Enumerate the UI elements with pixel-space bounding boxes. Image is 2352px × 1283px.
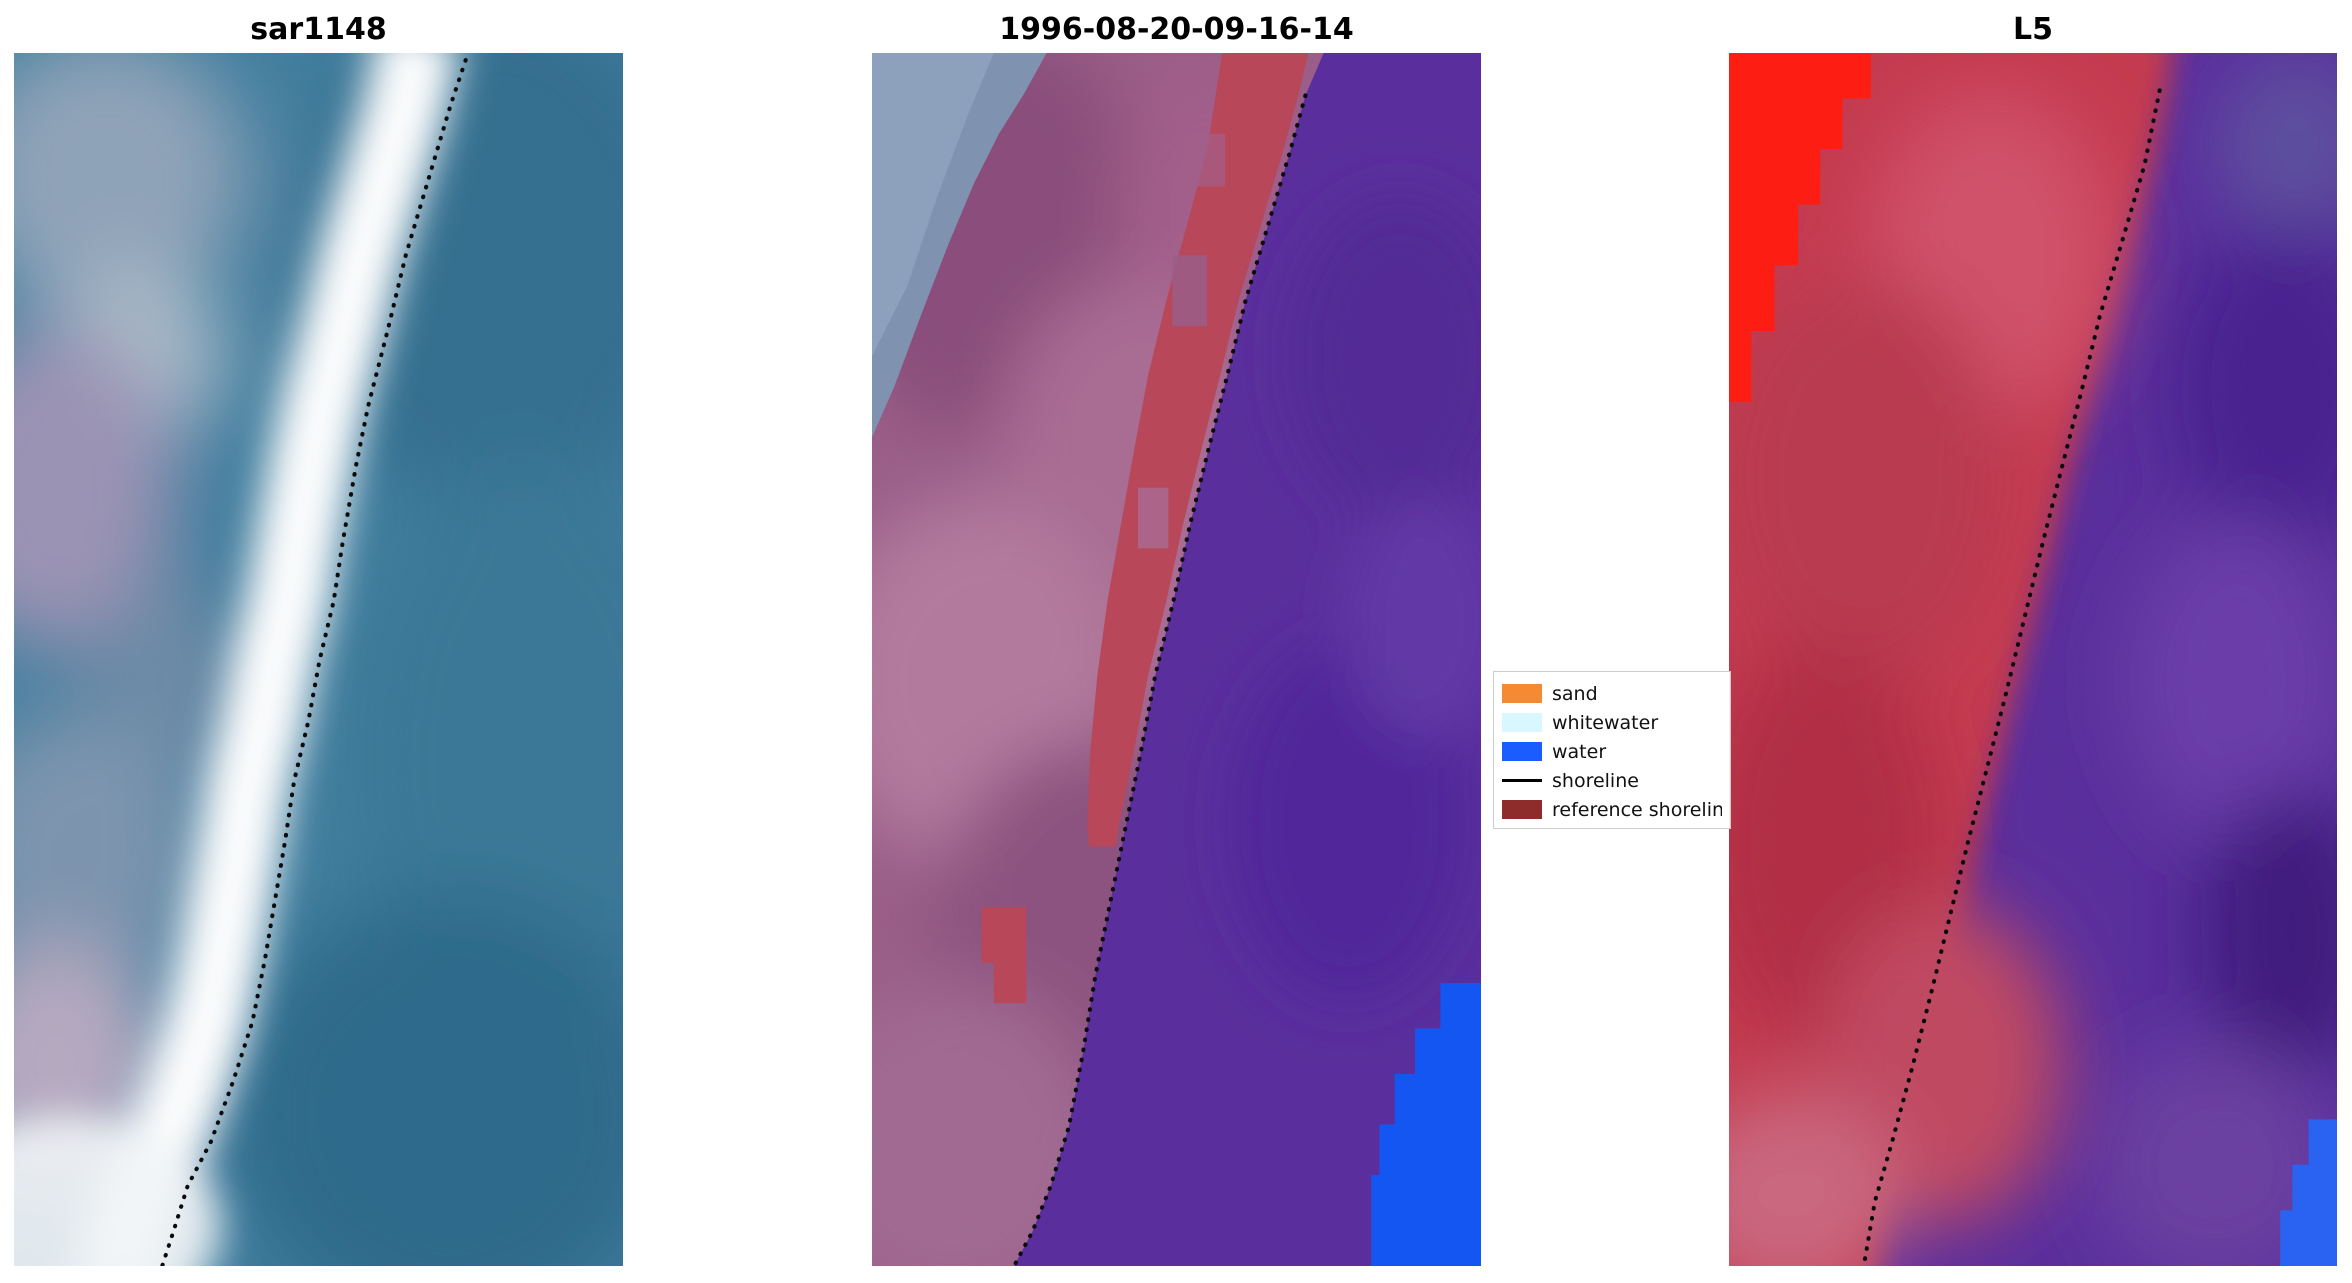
legend-item-shoreline: shoreline (1502, 766, 1722, 795)
classified-image (872, 53, 1481, 1266)
sar-image (14, 53, 623, 1266)
classified-image-panel (872, 53, 1481, 1266)
legend-item-water: water (1502, 737, 1722, 766)
panel-title-date: 1996-08-20-09-16-14 (999, 12, 1354, 47)
water-patch (2280, 1119, 2337, 1266)
water-patch (1371, 982, 1481, 1266)
bright-red-patch (1729, 53, 1871, 402)
legend-label-whitewater: whitewater (1552, 711, 1659, 734)
water-swatch (1502, 742, 1542, 761)
legend-label-sand: sand (1552, 682, 1598, 705)
reference-shoreline-stripe (1087, 53, 1309, 847)
legend-item-sand: sand (1502, 679, 1722, 708)
l5-image-panel (1729, 53, 2337, 1266)
legend-label-water: water (1552, 740, 1607, 763)
l5-image (1729, 53, 2337, 1266)
legend-label-reference-shoreline: reference shoreline (1552, 798, 1722, 821)
panel-title-sar: sar1148 (250, 12, 387, 47)
sand-swatch (1502, 684, 1542, 703)
panel-title-l5: L5 (2013, 12, 2053, 47)
reference-shoreline-swatch (1502, 800, 1542, 819)
sar-image-panel (14, 53, 623, 1266)
legend: sand whitewater water shoreline referenc… (1493, 671, 1731, 829)
shoreline-dotted-line (160, 58, 468, 1266)
whitewater-swatch (1502, 713, 1542, 732)
shoreline-dotted-line (1861, 88, 2162, 1266)
legend-item-reference-shoreline: reference shoreline (1502, 795, 1722, 824)
legend-label-shoreline: shoreline (1552, 769, 1639, 792)
legend-item-whitewater: whitewater (1502, 708, 1722, 737)
shoreline-line-swatch (1502, 779, 1542, 782)
